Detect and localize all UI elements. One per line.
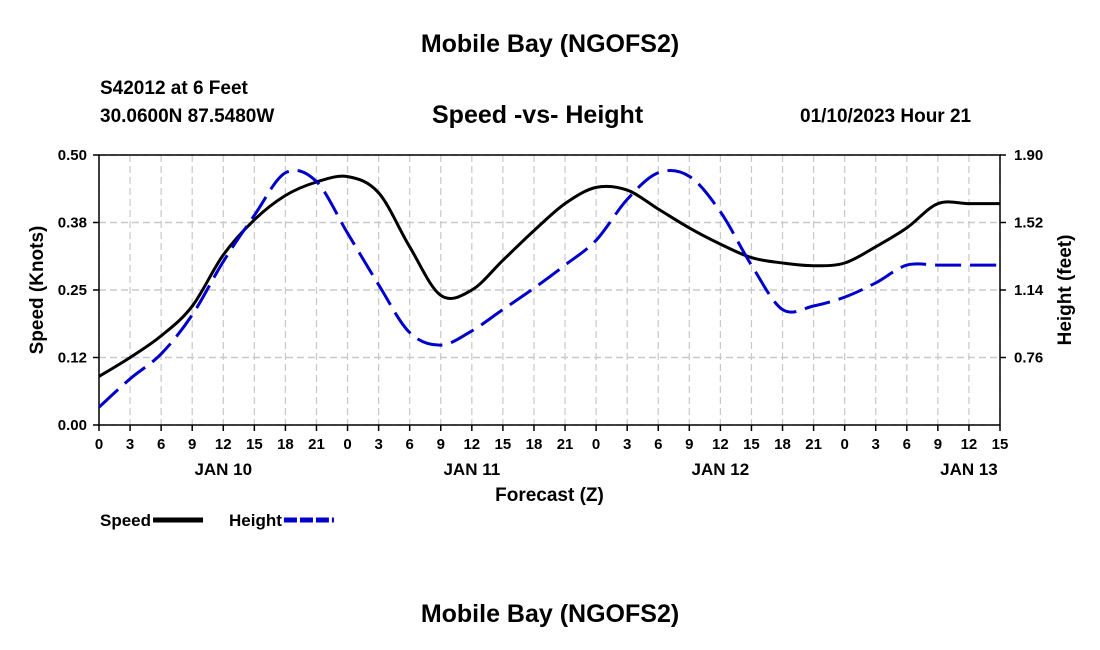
x-tick-label: 9 <box>437 436 445 453</box>
x-tick-label: 12 <box>463 436 480 453</box>
x-tick-label: 3 <box>623 436 631 453</box>
x-tick-label: 6 <box>406 436 414 453</box>
date-label: JAN 13 <box>940 460 998 479</box>
x-tick-label: 3 <box>126 436 134 453</box>
y-tick-label: 0.00 <box>58 417 87 434</box>
x-tick-label: 21 <box>557 436 574 453</box>
coordinates-label: 30.0600N 87.5480W <box>100 106 275 127</box>
y-tick-label: 0.38 <box>58 215 87 232</box>
x-tick-label: 0 <box>840 436 848 453</box>
date-label: JAN 10 <box>194 460 252 479</box>
x-tick-label: 18 <box>774 436 791 453</box>
y-axis-label: Speed (Knots) <box>27 226 48 355</box>
date-label: JAN 11 <box>443 460 500 479</box>
y2-tick-label: 1.14 <box>1014 282 1044 299</box>
speed-series-line <box>98 174 1000 378</box>
x-tick-label: 6 <box>903 436 911 453</box>
chart-subtitle: Speed -vs- Height <box>432 101 644 129</box>
page-title: Mobile Bay (NGOFS2) <box>420 30 680 58</box>
y-tick-label: 0.50 <box>58 147 87 164</box>
legend-label: Height <box>229 511 282 530</box>
datetime-label: 01/10/2023 Hour 21 <box>800 106 972 127</box>
x-tick-label: 15 <box>743 436 760 453</box>
date-label: JAN 12 <box>692 460 750 479</box>
x-tick-label: 18 <box>277 436 294 453</box>
x-tick-label: 0 <box>343 436 351 453</box>
x-tick-label: 15 <box>992 436 1009 453</box>
x-tick-label: 9 <box>685 436 693 453</box>
x-tick-label: 21 <box>308 436 325 453</box>
x-tick-label: 15 <box>246 436 263 453</box>
legend-label: Speed <box>100 511 151 530</box>
x-tick-label: 12 <box>712 436 729 453</box>
x-tick-label: 15 <box>495 436 512 453</box>
x-axis-label: Forecast (Z) <box>495 485 604 506</box>
x-tick-label: 0 <box>95 436 103 453</box>
y2-tick-label: 1.52 <box>1014 215 1043 232</box>
x-tick-label: 12 <box>961 436 978 453</box>
x-tick-label: 3 <box>374 436 382 453</box>
y2-axis-label: Height (feet) <box>1055 235 1076 346</box>
bottom-title: Mobile Bay (NGOFS2) <box>420 600 680 628</box>
x-tick-label: 3 <box>872 436 880 453</box>
x-tick-label: 9 <box>934 436 942 453</box>
x-tick-label: 21 <box>805 436 822 453</box>
x-tick-label: 6 <box>654 436 662 453</box>
x-tick-label: 9 <box>188 436 196 453</box>
height-series-line <box>97 168 1000 409</box>
y-tick-label: 0.25 <box>58 282 87 299</box>
x-tick-label: 6 <box>157 436 165 453</box>
y2-tick-label: 0.76 <box>1014 350 1043 367</box>
y-tick-label: 0.12 <box>58 350 87 367</box>
x-tick-label: 18 <box>526 436 543 453</box>
y2-tick-label: 1.90 <box>1014 147 1043 164</box>
x-tick-label: 0 <box>592 436 600 453</box>
station-label: S42012 at 6 Feet <box>100 78 248 99</box>
x-tick-label: 12 <box>215 436 232 453</box>
